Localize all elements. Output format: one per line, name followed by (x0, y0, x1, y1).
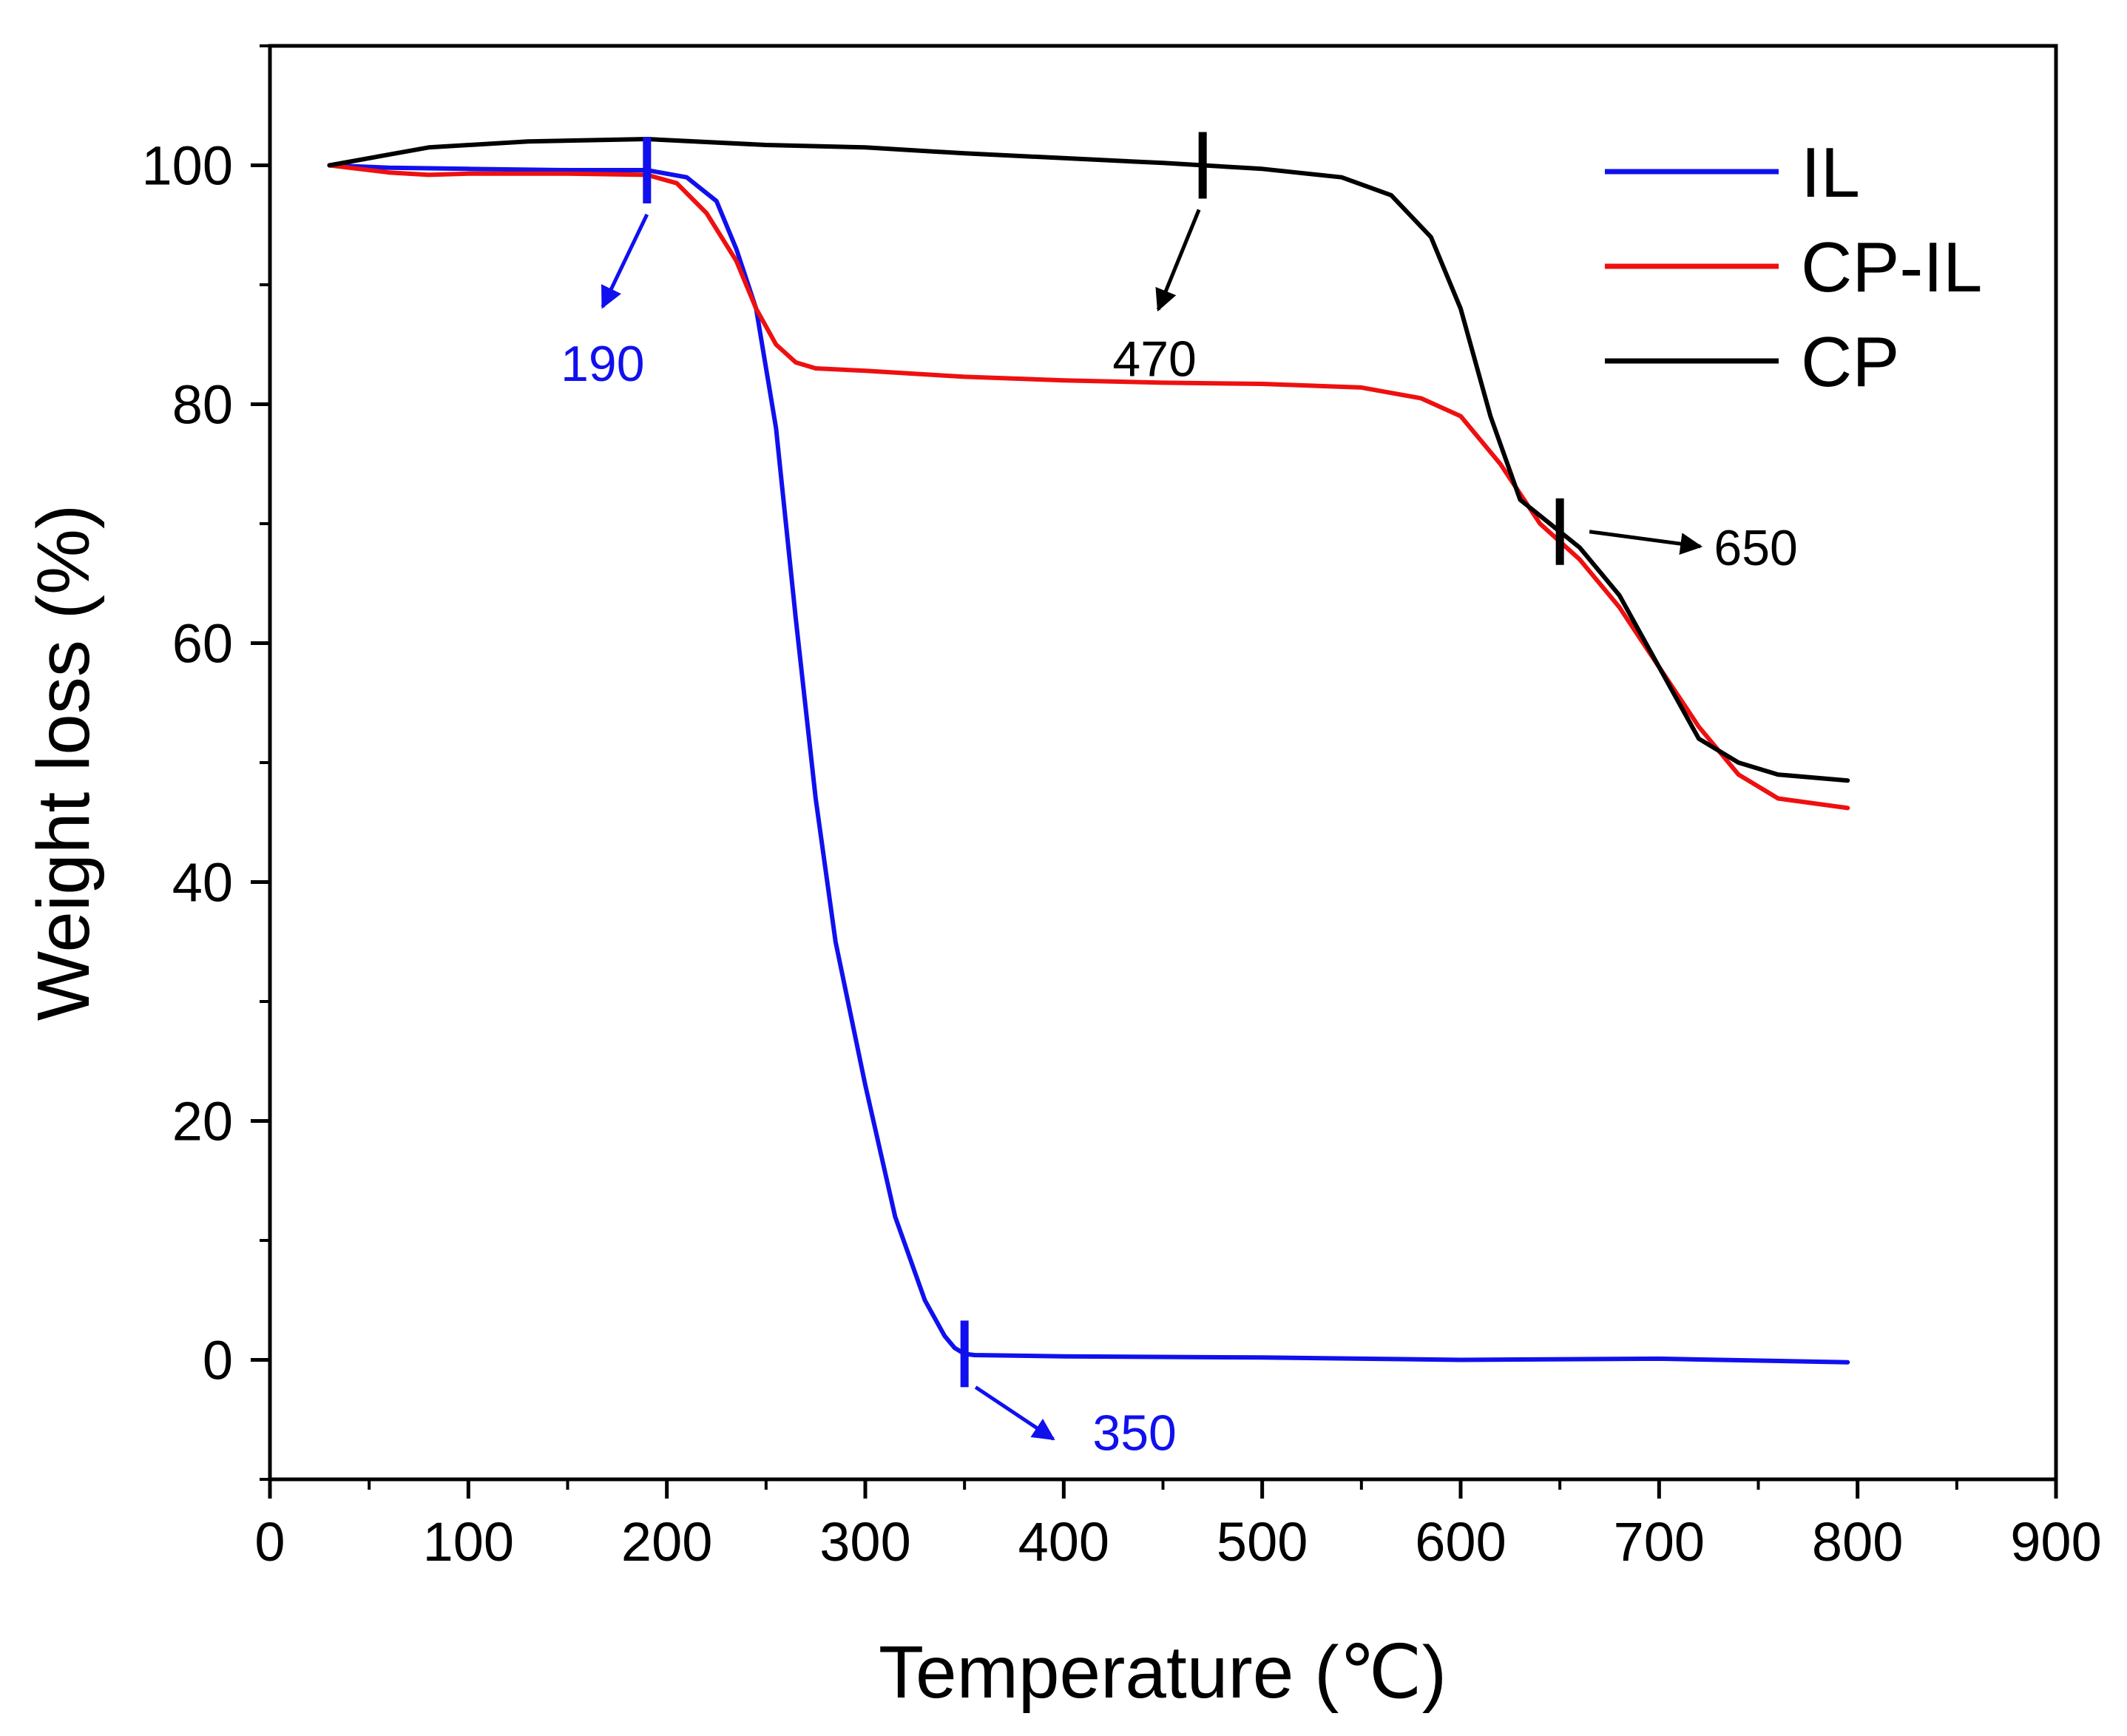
x-tick-label: 700 (1614, 1511, 1705, 1573)
x-tick-label: 400 (1018, 1511, 1109, 1573)
series-line-il (327, 163, 1850, 1365)
annotation-label: 470 (1112, 331, 1196, 388)
annotation-470: 470 (1112, 132, 1207, 388)
x-tick-label: 100 (423, 1511, 514, 1573)
y-tick-label: 20 (172, 1091, 233, 1152)
y-tick-label: 0 (203, 1330, 233, 1391)
series-layer (327, 137, 1850, 1365)
x-tick-label: 0 (254, 1511, 285, 1573)
y-tick-label: 100 (142, 135, 233, 197)
legend: IL CP-IL CP (1605, 133, 1982, 402)
y-tick-label: 40 (172, 852, 233, 913)
annotation-label: 650 (1714, 520, 1797, 576)
legend-label: IL (1801, 133, 1860, 212)
annotation-arrow (601, 213, 649, 309)
legend-item-cp: CP (1605, 322, 1899, 402)
annotation-label: 350 (1092, 1405, 1176, 1461)
legend-label: CP-IL (1801, 228, 1982, 307)
annotation-350: 350 (960, 1320, 1177, 1461)
y-tick-label: 60 (172, 613, 233, 675)
annotation-arrow (1589, 530, 1703, 555)
annotation-190: 190 (561, 136, 652, 392)
annotation-label: 190 (561, 336, 644, 392)
legend-label: CP (1801, 322, 1899, 402)
y-axis-title: Weight loss (%) (22, 504, 105, 1021)
plot-frame (268, 44, 2058, 1482)
y-tick-label: 80 (172, 374, 233, 436)
y-axis-ticks: 0 20 40 60 80 100 (142, 44, 270, 1481)
annotations-layer: 190 350 470 650 (561, 132, 1798, 1461)
x-axis-ticks: 0 100 200 300 400 500 600 700 800 900 (254, 1479, 2102, 1573)
series-line-cp (327, 137, 1850, 783)
annotation-arrow (974, 1385, 1055, 1441)
series-line-cp-il (327, 163, 1850, 811)
legend-item-il: IL (1605, 133, 1860, 212)
x-tick-label: 500 (1217, 1511, 1308, 1573)
x-tick-label: 600 (1415, 1511, 1506, 1573)
x-tick-label: 300 (819, 1511, 910, 1573)
x-axis-title: Temperature (℃) (879, 1631, 1447, 1714)
legend-item-cp-il: CP-IL (1605, 228, 1982, 307)
x-tick-label: 200 (621, 1511, 712, 1573)
annotation-650: 650 (1555, 498, 1798, 576)
x-tick-label: 900 (2010, 1511, 2101, 1573)
x-tick-label: 800 (1812, 1511, 1903, 1573)
annotation-arrow (1155, 209, 1201, 312)
